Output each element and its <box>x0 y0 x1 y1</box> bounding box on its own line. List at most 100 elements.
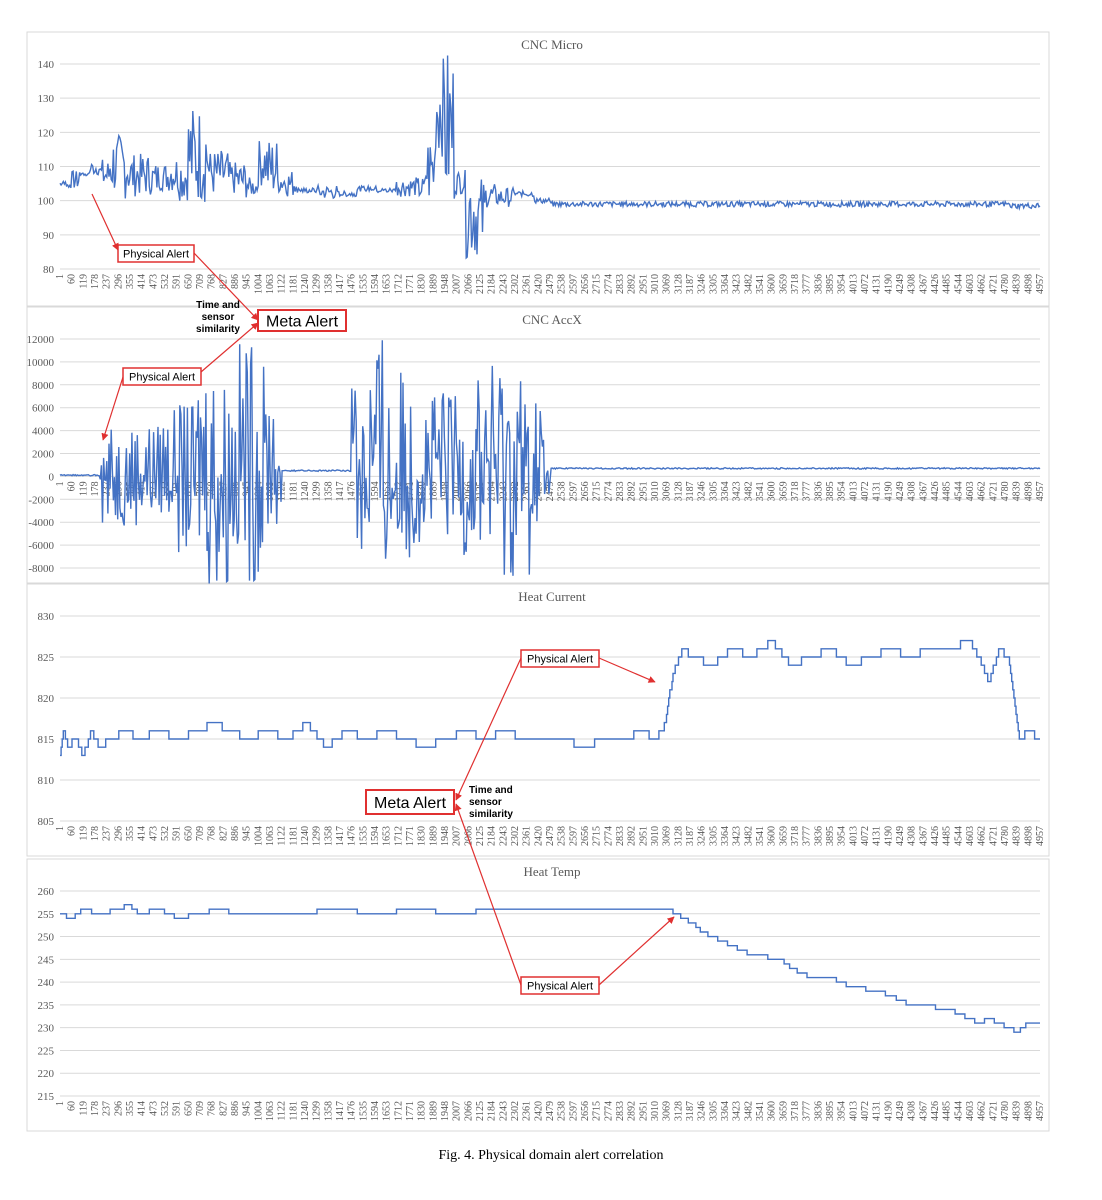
x-tick-label: 414 <box>137 1101 148 1116</box>
x-tick-label: 178 <box>90 826 101 841</box>
x-tick-label: 4426 <box>930 481 941 501</box>
x-tick-label: 4190 <box>883 481 894 501</box>
x-tick-label: 2361 <box>522 826 533 846</box>
x-tick-label: 1358 <box>323 481 334 501</box>
x-tick-label: 4485 <box>942 826 953 846</box>
x-tick-label: 4426 <box>930 1101 941 1121</box>
svg-text:Physical Alert: Physical Alert <box>527 981 593 993</box>
x-tick-label: 60 <box>67 481 78 491</box>
x-tick-label: 3777 <box>802 826 813 846</box>
series-line <box>59 340 1041 586</box>
x-tick-label: 2833 <box>615 1101 626 1121</box>
y-tick-label: 810 <box>38 775 55 787</box>
y-tick-label: -4000 <box>28 517 54 529</box>
x-tick-label: 3364 <box>720 481 731 501</box>
x-tick-label: 2833 <box>615 274 626 294</box>
x-tick-label: 355 <box>125 274 136 289</box>
x-tick-label: 178 <box>90 1101 101 1116</box>
y-tick-label: 830 <box>38 611 55 623</box>
x-tick-label: 1240 <box>300 826 311 846</box>
x-tick-label: 4839 <box>1012 481 1023 501</box>
x-tick-label: 3600 <box>767 481 778 501</box>
x-tick-label: 2892 <box>627 481 638 501</box>
x-tick-label: 4131 <box>872 1101 883 1121</box>
alert-arrow-micro-to-meta <box>193 252 259 321</box>
x-tick-label: 945 <box>242 1101 253 1116</box>
x-tick-label: 119 <box>78 481 89 496</box>
x-tick-label: 3482 <box>743 1101 754 1121</box>
x-tick-label: 1712 <box>393 481 404 501</box>
x-tick-label: 3010 <box>650 274 661 294</box>
x-tick-label: 119 <box>78 826 89 841</box>
x-tick-label: 709 <box>195 274 206 289</box>
x-tick-label: 4544 <box>953 1101 964 1121</box>
x-tick-label: 4249 <box>895 1101 906 1121</box>
x-tick-label: 886 <box>230 1101 241 1116</box>
x-tick-label: 1535 <box>358 1101 369 1121</box>
x-tick-label: 2538 <box>557 481 568 501</box>
alert-arrow-heat-temp <box>598 916 675 986</box>
y-tick-label: 815 <box>38 734 55 746</box>
x-tick-label: 4898 <box>1023 274 1034 294</box>
x-tick-label: 473 <box>148 1101 159 1116</box>
x-tick-label: 1 <box>55 1101 66 1106</box>
y-tick-label: 120 <box>38 127 55 139</box>
x-tick-label: 237 <box>102 826 113 841</box>
x-tick-label: 1004 <box>253 274 264 294</box>
x-tick-label: 4013 <box>848 826 859 846</box>
x-tick-label: 1417 <box>335 274 346 294</box>
x-tick-label: 1122 <box>277 1101 288 1121</box>
physical-alert-micro: Physical Alert <box>117 244 195 263</box>
x-tick-label: 4072 <box>860 274 871 294</box>
x-tick-label: 1653 <box>382 481 393 501</box>
x-tick-label: 3128 <box>673 826 684 846</box>
x-tick-label: 3482 <box>743 274 754 294</box>
x-tick-label: 4485 <box>942 481 953 501</box>
y-tick-label: 80 <box>43 264 55 276</box>
x-tick-label: 3187 <box>685 274 696 294</box>
x-tick-label: 178 <box>90 481 101 496</box>
x-tick-label: 2007 <box>452 826 463 846</box>
x-tick-label: 3128 <box>673 274 684 294</box>
x-tick-label: 2538 <box>557 274 568 294</box>
x-tick-label: 4485 <box>942 274 953 294</box>
x-tick-label: 4308 <box>907 481 918 501</box>
x-tick-label: 1358 <box>323 826 334 846</box>
x-tick-label: 1889 <box>428 1101 439 1121</box>
x-tick-label: 1122 <box>277 274 288 294</box>
chart-panel-1: CNC Micro 80 90 100 110 120 130 140 1 60 119 178 237… <box>26 31 1050 307</box>
chart-title: Heat Temp <box>524 864 581 879</box>
x-tick-label: 3305 <box>708 826 719 846</box>
x-tick-label: 3010 <box>650 1101 661 1121</box>
x-tick-label: 2597 <box>568 274 579 294</box>
x-tick-label: 1535 <box>358 826 369 846</box>
x-tick-label: 4603 <box>965 826 976 846</box>
x-tick-label: 2302 <box>510 1101 521 1121</box>
series-line <box>60 904 1040 1033</box>
x-tick-label: 532 <box>160 1101 171 1116</box>
x-tick-label: 2951 <box>638 1101 649 1121</box>
x-tick-label: 2125 <box>475 1101 486 1121</box>
x-tick-label: 3069 <box>662 481 673 501</box>
x-tick-label: 2361 <box>522 1101 533 1121</box>
x-tick-label: 768 <box>207 826 218 841</box>
x-tick-label: 3836 <box>813 274 824 294</box>
alert-arrow-temp-to-meta <box>454 803 522 986</box>
svg-text:Time and: Time and <box>196 300 240 311</box>
x-tick-label: 3305 <box>708 1101 719 1121</box>
x-tick-label: 2892 <box>627 274 638 294</box>
x-tick-label: 4544 <box>953 274 964 294</box>
x-tick-label: 2184 <box>487 1101 498 1121</box>
x-tick-label: 4662 <box>977 1101 988 1121</box>
svg-text:Meta Alert: Meta Alert <box>374 795 447 812</box>
x-tick-label: 3364 <box>720 274 731 294</box>
x-tick-label: 237 <box>102 1101 113 1116</box>
x-tick-label: 2951 <box>638 481 649 501</box>
x-tick-label: 4190 <box>883 274 894 294</box>
y-tick-label: 225 <box>38 1045 55 1057</box>
x-tick-label: 650 <box>183 274 194 289</box>
x-tick-label: 3246 <box>697 481 708 501</box>
x-tick-label: 3305 <box>708 274 719 294</box>
y-tick-label: 220 <box>38 1068 55 1080</box>
x-tick-label: 1771 <box>405 826 416 846</box>
